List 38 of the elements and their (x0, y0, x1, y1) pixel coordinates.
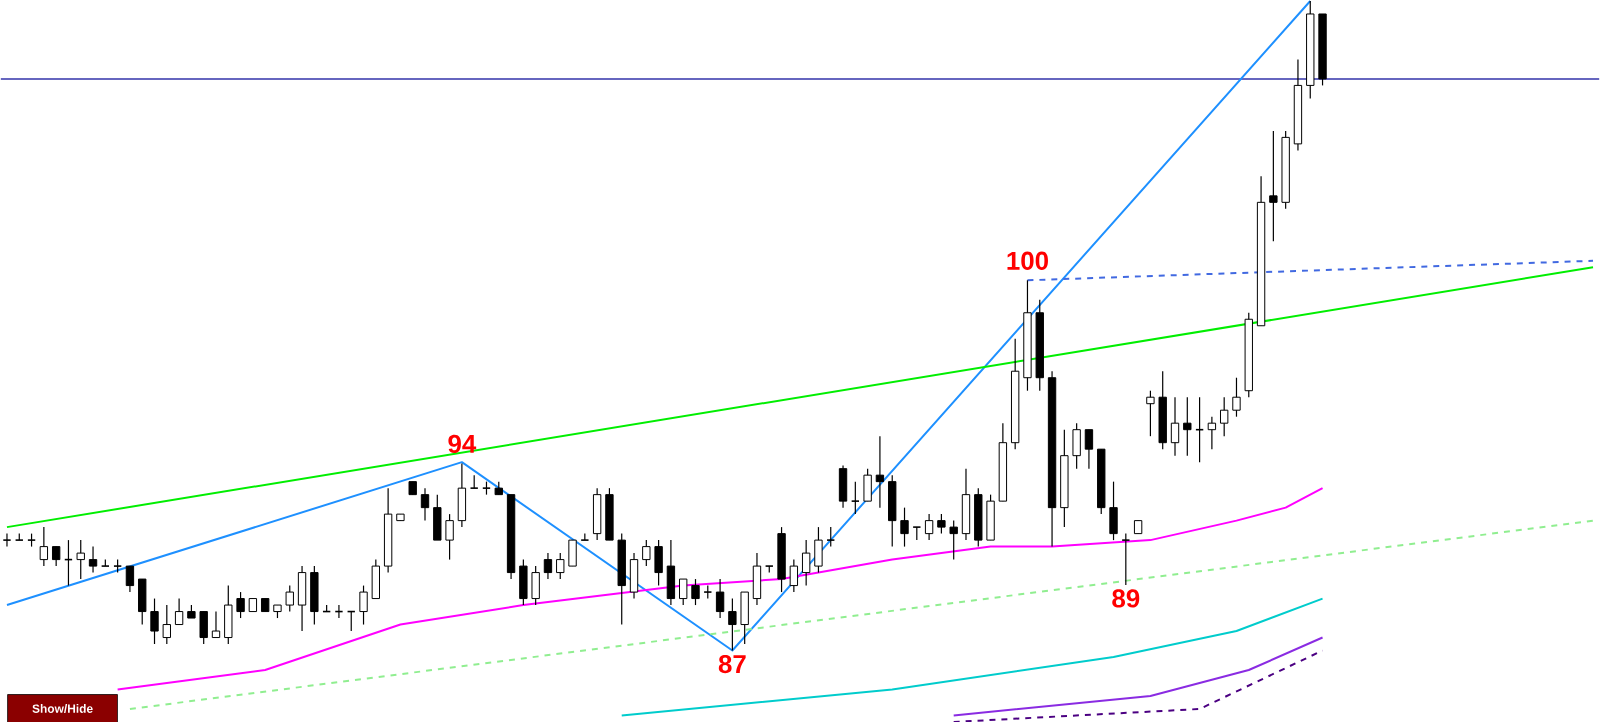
candlestick (715, 578, 725, 619)
candlestick (1183, 396, 1192, 456)
candlestick (961, 467, 971, 541)
candlestick (2, 532, 12, 547)
annotation: 89 (1112, 588, 1140, 608)
candlestick (814, 526, 823, 573)
candlestick (39, 526, 49, 567)
candlestick (1121, 532, 1131, 586)
candlestick (420, 487, 430, 521)
candlestick (310, 565, 319, 625)
candlestick (88, 545, 98, 573)
candlestick (76, 539, 85, 580)
candlestick (1084, 428, 1094, 469)
candlestick (666, 539, 676, 606)
candlestick (592, 487, 602, 541)
candlestick (801, 539, 811, 586)
candlestick (297, 565, 307, 632)
candlestick (543, 552, 553, 580)
candlestick (174, 597, 184, 625)
candlestick (850, 480, 860, 515)
candlestick (777, 526, 786, 593)
annotation: 87 (718, 654, 746, 673)
candlestick (1207, 415, 1217, 450)
annotation: 94 (448, 434, 477, 453)
candlestick (789, 558, 799, 593)
candlestick (863, 467, 872, 502)
candlestick (211, 610, 221, 638)
candlestick (924, 513, 934, 541)
candlestick (826, 526, 836, 547)
candlestick (838, 464, 848, 508)
candlestick (752, 552, 762, 606)
candlestick (629, 552, 639, 599)
candlestick (51, 545, 61, 567)
candlestick (125, 565, 135, 593)
candlestick (1170, 396, 1180, 456)
candlestick (875, 435, 885, 508)
annotation: 100 (1007, 251, 1048, 270)
candlestick (457, 462, 467, 528)
